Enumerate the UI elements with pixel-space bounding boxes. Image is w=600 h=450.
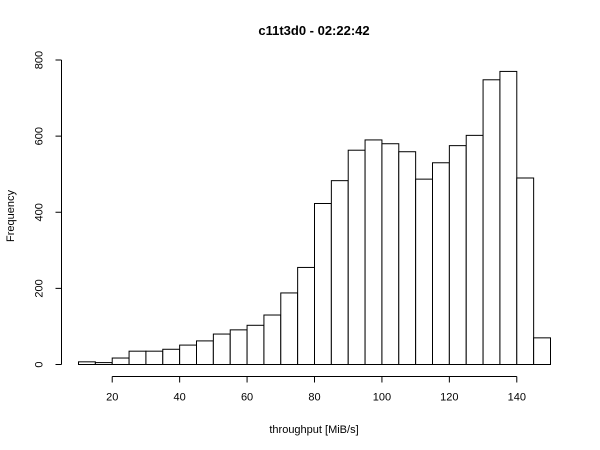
x-axis: 20 40 60 80 100 120 140: [106, 376, 526, 404]
histogram-bar: [297, 266, 315, 365]
histogram-bar: [432, 162, 450, 365]
x-tick-label: 20: [106, 392, 118, 404]
histogram-bar: [448, 145, 467, 365]
y-tick-label: 200: [34, 279, 46, 297]
x-tick-label: 140: [508, 392, 526, 404]
histogram-bar: [212, 333, 231, 365]
y-axis: 0 200 400 600 800: [34, 51, 62, 368]
x-tick-label: 60: [241, 392, 253, 404]
histogram-bar: [364, 139, 383, 365]
histogram-bar: [263, 314, 282, 365]
histogram-bar: [499, 70, 518, 365]
y-axis-label: Frequency: [5, 190, 17, 242]
histogram-bar: [179, 344, 197, 366]
histogram-bar: [398, 151, 417, 365]
x-tick-label: 100: [373, 392, 391, 404]
histogram-bar: [128, 350, 147, 366]
y-tick-label: 600: [34, 127, 46, 145]
bars-group: [78, 70, 552, 366]
x-axis-label: throughput [MiB/s]: [269, 424, 358, 436]
histogram-bar: [94, 362, 113, 365]
histogram-bar: [111, 357, 130, 366]
histogram-bar: [246, 324, 265, 365]
histogram-bar: [330, 180, 349, 365]
y-tick-label: 0: [34, 361, 46, 367]
x-tick-label: 80: [308, 392, 320, 404]
histogram-bar: [381, 143, 400, 365]
x-tick-label: 120: [440, 392, 458, 404]
histogram-bar: [314, 202, 332, 365]
histogram-bar: [415, 178, 433, 365]
histogram-bar: [533, 337, 552, 366]
histogram-bar: [516, 177, 535, 365]
x-tick-label: 40: [174, 392, 186, 404]
histogram-bar: [145, 350, 164, 366]
histogram-bar: [280, 292, 299, 366]
histogram-bar: [229, 329, 248, 366]
chart-title: c11t3d0 - 02:22:42: [258, 23, 369, 38]
y-tick-label: 400: [34, 203, 46, 221]
histogram-bar: [196, 340, 214, 365]
histogram-bar: [347, 149, 366, 365]
histogram-bar: [162, 348, 181, 365]
histogram-bar: [78, 361, 96, 366]
histogram-bar: [482, 79, 501, 365]
histogram-bar: [465, 134, 484, 365]
y-tick-label: 800: [34, 51, 46, 69]
